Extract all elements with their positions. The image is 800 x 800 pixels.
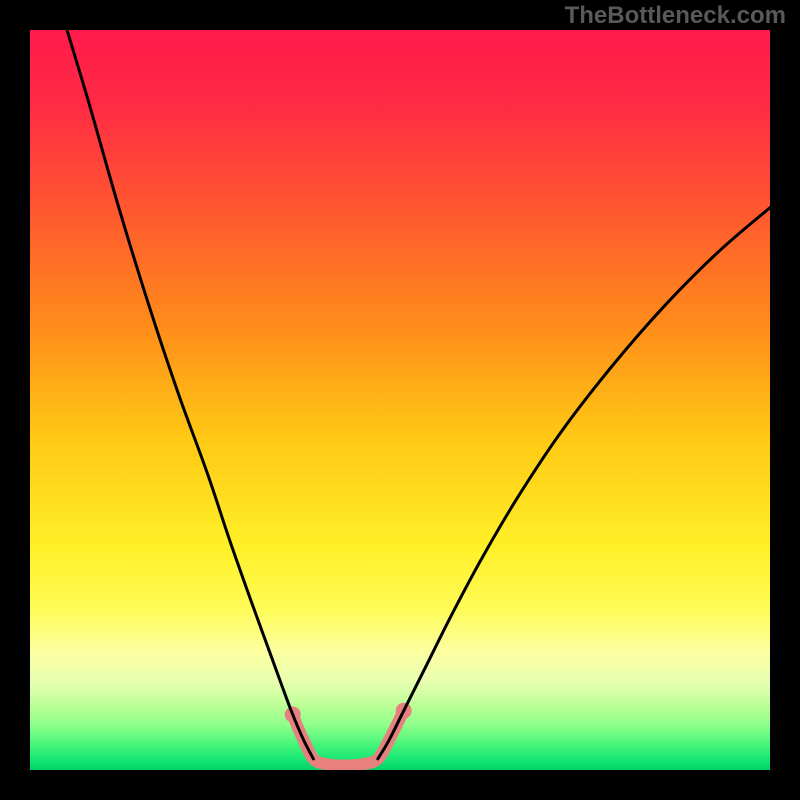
bottleneck-curve-chart [30, 30, 770, 770]
watermark-text: TheBottleneck.com [565, 2, 786, 30]
chart-frame: TheBottleneck.com [0, 0, 800, 800]
gradient-background [30, 30, 770, 770]
